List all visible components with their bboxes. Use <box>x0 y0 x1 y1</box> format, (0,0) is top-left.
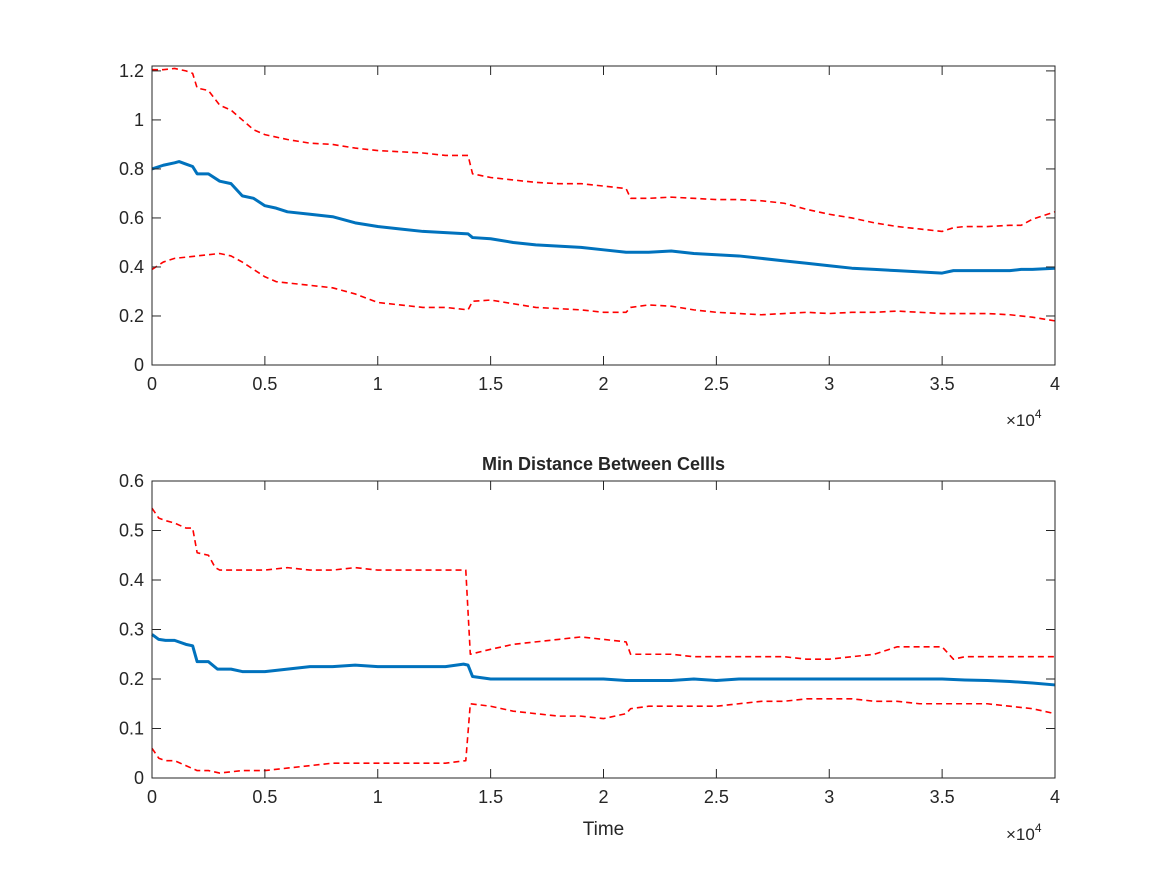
bottom-x-tick-label: 4 <box>1050 787 1060 807</box>
bottom-y-tick-label: 0.6 <box>119 471 144 491</box>
bottom-x-axis-label: Time <box>583 819 625 840</box>
top-y-tick-label: 0.6 <box>119 208 144 228</box>
top-y-tick-label: 1.2 <box>119 61 144 81</box>
top-x-tick-label: 2.5 <box>704 374 729 394</box>
top-ticks: 0 0.5 1 1.5 2 2.5 3 3.5 4 0 0.2 0.4 0.6 0.8 1 1.2 <box>119 61 1060 394</box>
bottom-y-tick-label: 0.3 <box>119 620 144 640</box>
top-x-tick-label: 3 <box>824 374 834 394</box>
bottom-series-line-2 <box>151 697 1056 774</box>
top-x-tick-label: 4 <box>1050 374 1060 394</box>
bottom-x-tick-label: 0 <box>147 787 157 807</box>
top-axes: 0 0.5 1 1.5 2 2.5 3 3.5 4 0 0.2 0.4 0.6 0.8 1 1.2 ×104 <box>119 61 1060 430</box>
top-y-tick-label: 0.4 <box>119 257 144 277</box>
bottom-plot-lines <box>151 507 1056 774</box>
top-y-tick-label: 0.2 <box>119 306 144 326</box>
bottom-y-tick-label: 0.2 <box>119 669 144 689</box>
top-x-tick-label: 1.5 <box>478 374 503 394</box>
top-series-line-1 <box>152 67 1056 233</box>
bottom-chart-title: Min Distance Between Cellls <box>482 454 725 474</box>
bottom-y-tick-label: 0.1 <box>119 719 144 739</box>
bottom-x-tick-label: 2.5 <box>704 787 729 807</box>
bottom-x-exponent-label: ×104 <box>1006 821 1042 844</box>
top-x-tick-label: 0.5 <box>252 374 277 394</box>
bottom-series-line-0 <box>151 633 1056 687</box>
bottom-y-tick-label: 0 <box>134 768 144 788</box>
top-x-tick-label: 2 <box>598 374 608 394</box>
bottom-ticks: 0 0.5 1 1.5 2 2.5 3 3.5 4 0 0.1 0.2 0.3 0.4 0.5 0.6 <box>119 471 1060 807</box>
top-x-tick-label: 3.5 <box>930 374 955 394</box>
top-plot-lines <box>151 67 1056 322</box>
top-series-line-2 <box>151 252 1056 322</box>
bottom-x-tick-label: 2 <box>598 787 608 807</box>
top-y-tick-label: 1 <box>134 110 144 130</box>
bottom-x-tick-label: 0.5 <box>252 787 277 807</box>
top-x-exponent-label: ×104 <box>1006 407 1042 430</box>
bottom-x-tick-label: 3 <box>824 787 834 807</box>
bottom-series-line-1 <box>151 507 1055 661</box>
top-x-tick-label: 0 <box>147 374 157 394</box>
bottom-x-tick-label: 1.5 <box>478 787 503 807</box>
top-y-tick-label: 0 <box>134 355 144 375</box>
top-series-line-0 <box>151 160 1056 275</box>
bottom-x-tick-label: 3.5 <box>930 787 955 807</box>
bottom-y-tick-label: 0.4 <box>119 570 144 590</box>
bottom-y-tick-label: 0.5 <box>119 521 144 541</box>
top-y-tick-label: 0.8 <box>119 159 144 179</box>
bottom-axes: Min Distance Between Cellls 0 0.5 1 1.5 2 2.5… <box>119 454 1060 844</box>
top-x-tick-label: 1 <box>373 374 383 394</box>
bottom-x-tick-label: 1 <box>373 787 383 807</box>
